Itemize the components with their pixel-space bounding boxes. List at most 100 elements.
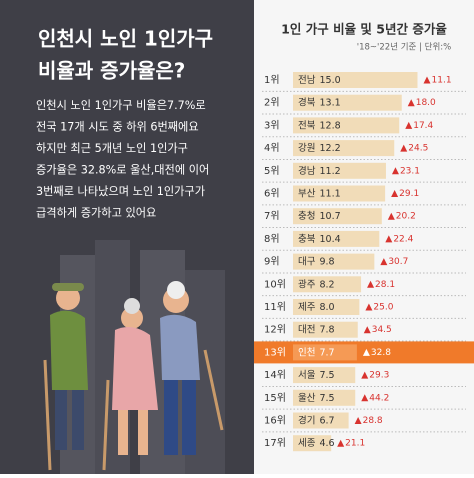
- region-label: 광주: [298, 278, 316, 290]
- value-label: 7.7: [319, 347, 334, 358]
- bar: [293, 412, 349, 429]
- value-label: 8.0: [319, 302, 334, 313]
- rank-label: 6위: [264, 187, 280, 200]
- growth-label: 28.8: [363, 416, 383, 426]
- region-label: 세종: [298, 438, 316, 449]
- rank-label: 16위: [264, 414, 286, 427]
- chart: 1인 가구 비율 및 5년간 증가율 '18~'22년 기준 | 단위:% 1위…: [254, 22, 474, 452]
- rank-label: 12위: [264, 323, 286, 336]
- bar: [293, 299, 360, 315]
- intro-body: 급격하게 증가하고 있어요: [36, 206, 156, 220]
- growth-label: 25.0: [373, 303, 393, 313]
- value-label: 13.1: [319, 97, 340, 108]
- bar-label: 대구 9.8: [298, 256, 335, 267]
- rank-label: 7위: [264, 209, 280, 222]
- growth-label: 22.4: [393, 234, 413, 244]
- intro-body: 3번째로 나타났으며 노인 1인가구가: [36, 185, 205, 198]
- growth-marker: [391, 167, 399, 175]
- growth-marker: [354, 417, 362, 424]
- growth-label: 20.2: [396, 212, 416, 222]
- growth-marker: [391, 190, 399, 197]
- growth-label: 11.1: [432, 76, 452, 86]
- region-label: 전북: [298, 120, 316, 131]
- growth-label: 30.7: [388, 257, 408, 267]
- intro-body: 전국 17개 시도 중 하위 6번째에요: [36, 120, 199, 134]
- bar-label: 강원 12.2: [298, 143, 341, 154]
- growth-label: 17.4: [413, 121, 433, 131]
- rank-label: 5위: [264, 164, 280, 177]
- region-label: 대구: [298, 256, 316, 267]
- bar-label: 서울 7.5: [298, 370, 335, 381]
- bar-label: 경기 6.7: [298, 414, 335, 426]
- region-label: 인천: [298, 347, 315, 358]
- bar-label: 전북 12.8: [298, 120, 341, 131]
- bar: [293, 117, 400, 134]
- region-label: 경기: [298, 414, 315, 426]
- region-label: 대전: [298, 324, 315, 335]
- bar-label: 대전 7.8: [298, 324, 335, 335]
- region-label: 서울: [298, 370, 316, 381]
- rank-label: 14위: [264, 368, 286, 381]
- value-label: 9.8: [319, 256, 334, 267]
- value-label: 4.6: [319, 438, 334, 449]
- region-label: 경북: [298, 96, 316, 108]
- growth-label: 24.5: [408, 144, 428, 154]
- growth-marker: [362, 348, 370, 356]
- rank-label: 9위: [264, 255, 280, 268]
- bar: [293, 253, 375, 270]
- value-label: 7.5: [319, 392, 334, 403]
- bar-label: 울산 7.5: [298, 392, 335, 403]
- value-label: 12.2: [319, 143, 340, 154]
- intro-body: 하지만 최근 5개년 노인 1인가구: [36, 141, 188, 155]
- value-label: 11.2: [319, 165, 340, 176]
- growth-marker: [385, 235, 393, 243]
- bar-label: 충청 10.7: [298, 211, 341, 222]
- bar-label: 전남 15.0: [298, 75, 341, 86]
- growth-marker: [361, 394, 369, 402]
- rank-label: 8위: [264, 232, 280, 245]
- rank-label: 11위: [264, 300, 286, 313]
- growth-marker: [423, 76, 431, 84]
- growth-label: 34.5: [372, 325, 392, 335]
- region-label: 충북: [298, 233, 316, 244]
- growth-label: 32.8: [371, 348, 391, 358]
- rank-label: 2위: [264, 96, 280, 109]
- region-label: 제주: [298, 302, 316, 313]
- growth-label: 21.1: [345, 439, 365, 449]
- rank-label: 4위: [264, 141, 280, 154]
- chart-title: 1인 가구 비율 및 5년간 증가율: [281, 22, 447, 37]
- bar: [293, 185, 386, 202]
- bar: [293, 230, 380, 247]
- bar: [293, 435, 332, 452]
- bar: [293, 321, 358, 338]
- bar-label: 부산 11.1: [298, 188, 341, 199]
- rank-label: 3위: [264, 118, 280, 131]
- region-label: 전남: [298, 75, 316, 86]
- growth-label: 18.0: [416, 98, 436, 108]
- bar-label: 광주 8.2: [298, 278, 335, 290]
- growth-marker: [361, 371, 369, 379]
- growth-label: 29.1: [399, 189, 419, 199]
- bar-label: 인천 7.7: [298, 347, 335, 358]
- growth-marker: [400, 144, 408, 152]
- growth-label: 28.1: [375, 280, 395, 290]
- bar-label: 제주 8.0: [298, 302, 335, 313]
- value-label: 11.1: [319, 188, 340, 199]
- bar-label: 경남 11.2: [298, 164, 341, 176]
- bar-label: 세종 4.6: [298, 438, 335, 449]
- bar-label: 충북 10.4: [298, 233, 341, 244]
- growth-marker: [407, 99, 415, 107]
- intro-title: 비율과 증가율은?: [38, 59, 185, 83]
- intro-body: 증가율은 32.8%로 울산,대전에 이어: [36, 164, 209, 177]
- bar: [293, 367, 356, 384]
- region-label: 경남: [298, 164, 316, 176]
- rank-label: 1위: [264, 73, 280, 86]
- value-label: 7.8: [319, 324, 334, 335]
- growth-label: 23.1: [400, 166, 420, 176]
- region-label: 강원: [298, 143, 315, 154]
- rank-label: 17위: [264, 436, 286, 449]
- value-label: 8.2: [319, 279, 334, 290]
- growth-marker: [363, 326, 371, 334]
